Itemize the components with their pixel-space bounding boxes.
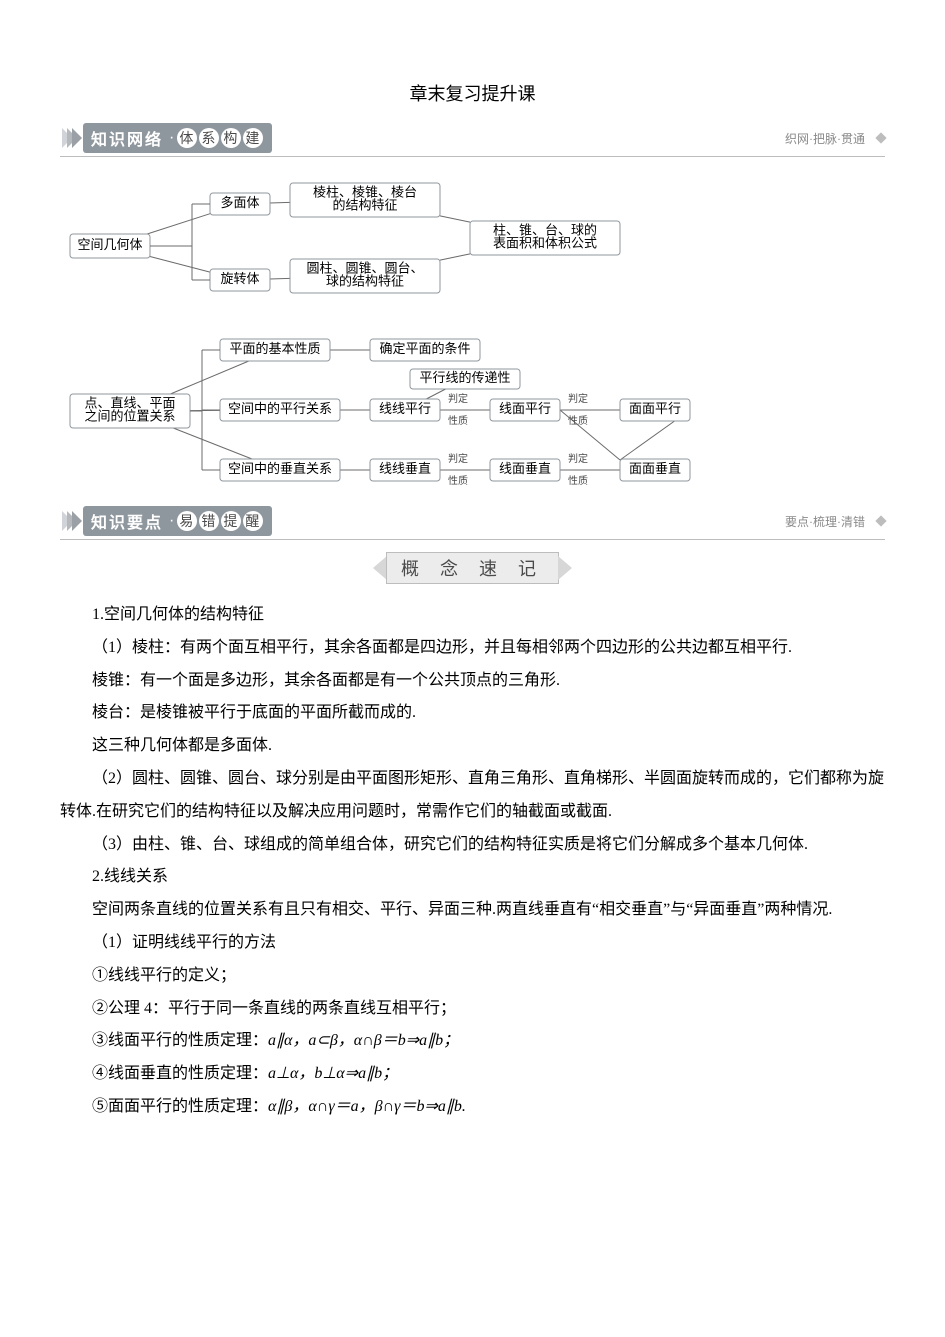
svg-text:球的结构特征: 球的结构特征 <box>326 273 404 288</box>
li4-prefix: ④线面垂直的性质定理： <box>92 1065 268 1082</box>
svg-text:平行线的传递性: 平行线的传递性 <box>419 370 510 385</box>
section-bar-1-label: 知识网络 · 体 系 构 建 <box>83 123 272 153</box>
svg-text:面面平行: 面面平行 <box>629 401 681 416</box>
diamond-icon <box>875 132 886 143</box>
pill: 构 <box>221 128 241 148</box>
svg-text:性质: 性质 <box>448 474 468 487</box>
list-item: ②公理 4：平行于同一条直线的两条直线互相平行； <box>60 993 885 1026</box>
list-item: ③线面平行的性质定理：a∥α，a⊂β，α∩β＝b⇒a∥b； <box>60 1025 885 1058</box>
para: 棱锥：有一个面是多边形，其余各面都是有一个公共顶点的三角形. <box>60 665 885 698</box>
svg-text:判定: 判定 <box>568 392 588 405</box>
pill: 提 <box>221 511 241 531</box>
diamond-icon <box>875 515 886 526</box>
svg-text:线线平行: 线线平行 <box>379 401 431 416</box>
para: （1）证明线线平行的方法 <box>60 927 885 960</box>
section2-right-note: 要点·梳理·清错 <box>785 513 871 530</box>
ribbon-text: 概 念 速 记 <box>386 552 559 584</box>
section-bar-1: 知识网络 · 体 系 构 建 织网·把脉·贯通 <box>60 124 885 152</box>
section1-prefix: 知识网络 <box>91 126 163 150</box>
concept-map: 判定性质判定性质判定性质判定性质空间几何体多面体旋转体棱柱、棱锥、棱台的结构特征… <box>60 169 885 499</box>
li3-math: a∥α，a⊂β，α∩β＝b⇒a∥b； <box>268 1032 459 1049</box>
section2-dot: · <box>169 512 176 530</box>
svg-text:旋转体: 旋转体 <box>220 271 259 286</box>
para: 棱台：是棱锥被平行于底面的平面所截而成的. <box>60 697 885 730</box>
svg-text:空间中的平行关系: 空间中的平行关系 <box>228 401 332 416</box>
pill: 醒 <box>243 511 263 531</box>
list-item: ①线线平行的定义； <box>60 960 885 993</box>
svg-text:线线垂直: 线线垂直 <box>379 461 431 476</box>
svg-text:确定平面的条件: 确定平面的条件 <box>379 341 470 356</box>
pill: 体 <box>177 128 197 148</box>
svg-text:线面平行: 线面平行 <box>499 401 551 416</box>
section-bar-2: 知识要点 · 易 错 提 醒 要点·梳理·清错 <box>60 507 885 535</box>
para: （3）由柱、锥、台、球组成的简单组合体，研究它们的结构特征实质是将它们分解成多个… <box>60 829 885 862</box>
section1-right-note: 织网·把脉·贯通 <box>785 130 871 147</box>
body-text: 1.空间几何体的结构特征 （1）棱柱：有两个面互相平行，其余各面都是四边形，并且… <box>60 599 885 1124</box>
svg-text:表面积和体积公式: 表面积和体积公式 <box>493 235 597 250</box>
svg-text:多面体: 多面体 <box>220 195 259 210</box>
section-bar-2-label: 知识要点 · 易 错 提 醒 <box>83 506 272 536</box>
list-item: ⑤面面平行的性质定理：α∥β，α∩γ＝a，β∩γ＝b⇒a∥b. <box>60 1091 885 1124</box>
heading-2: 2.线线关系 <box>60 861 885 894</box>
para: 这三种几何体都是多面体. <box>60 730 885 763</box>
svg-text:空间中的垂直关系: 空间中的垂直关系 <box>228 461 332 476</box>
svg-text:平面的基本性质: 平面的基本性质 <box>229 341 320 356</box>
para: （2）圆柱、圆锥、圆台、球分别是由平面图形矩形、直角三角形、直角梯形、半圆面旋转… <box>60 763 885 829</box>
svg-text:判定: 判定 <box>568 452 588 465</box>
underline <box>60 156 885 157</box>
page-title: 章末复习提升课 <box>60 80 885 106</box>
li5-math: α∥β，α∩γ＝a，β∩γ＝b⇒a∥b. <box>268 1098 466 1115</box>
ribbon-tail-icon <box>558 556 572 580</box>
svg-text:的结构特征: 的结构特征 <box>332 197 397 212</box>
pill: 系 <box>199 128 219 148</box>
section2-prefix: 知识要点 <box>91 509 163 533</box>
pill: 错 <box>199 511 219 531</box>
li5-prefix: ⑤面面平行的性质定理： <box>92 1098 268 1115</box>
pill: 易 <box>177 511 197 531</box>
section1-dot: · <box>169 129 176 147</box>
concept-ribbon-row: 概 念 速 记 <box>60 552 885 585</box>
underline <box>60 539 885 540</box>
pill: 建 <box>243 128 263 148</box>
svg-text:之间的位置关系: 之间的位置关系 <box>84 408 175 423</box>
chevron-icon <box>60 510 83 532</box>
svg-text:性质: 性质 <box>448 414 468 427</box>
para: （1）棱柱：有两个面互相平行，其余各面都是四边形，并且每相邻两个四边形的公共边都… <box>60 632 885 665</box>
svg-text:空间几何体: 空间几何体 <box>77 237 142 252</box>
svg-text:性质: 性质 <box>568 474 588 487</box>
svg-text:面面垂直: 面面垂直 <box>629 461 681 476</box>
list-item: ④线面垂直的性质定理：a⊥α，b⊥α⇒a∥b； <box>60 1058 885 1091</box>
heading-1: 1.空间几何体的结构特征 <box>60 599 885 632</box>
concept-ribbon: 概 念 速 记 <box>373 552 572 584</box>
para: 空间两条直线的位置关系有且只有相交、平行、异面三种.两直线垂直有“相交垂直”与“… <box>60 894 885 927</box>
chevron-icon <box>60 127 83 149</box>
svg-text:线面垂直: 线面垂直 <box>499 461 551 476</box>
li4-math: a⊥α，b⊥α⇒a∥b； <box>268 1065 398 1082</box>
ribbon-tail-icon <box>373 556 387 580</box>
svg-text:性质: 性质 <box>568 414 588 427</box>
svg-text:判定: 判定 <box>448 392 468 405</box>
svg-text:判定: 判定 <box>448 452 468 465</box>
li3-prefix: ③线面平行的性质定理： <box>92 1032 268 1049</box>
